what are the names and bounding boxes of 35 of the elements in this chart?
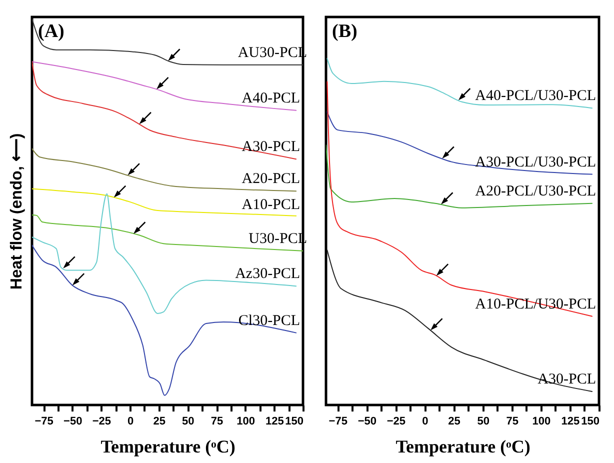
x-tick-label: 25 <box>448 416 460 428</box>
chart-title: (B) <box>332 21 358 42</box>
x-tick-label: 125 <box>265 416 284 428</box>
series-label: Cl30-PCL <box>238 312 300 329</box>
series-label: A30-PCL/U30-PCL <box>475 154 596 170</box>
x-tick-label: 150 <box>285 416 304 428</box>
x-tick-label: 75 <box>210 416 224 428</box>
series-label: A30-PCL <box>538 371 596 388</box>
series-label: A40-PCL/U30-PCL <box>475 88 596 104</box>
x-tick-label: −50 <box>64 416 82 428</box>
x-tick-label: 0 <box>422 416 428 428</box>
series-label: A20-PCL/U30-PCL <box>475 183 596 200</box>
series-label: A30-PCL <box>242 139 300 156</box>
x-tick-label: 50 <box>182 416 194 428</box>
x-tick-label: 75 <box>506 416 518 428</box>
x-tick-label: 125 <box>561 416 580 428</box>
series-label: A20-PCL <box>242 171 300 188</box>
x-tick-label: −75 <box>34 416 54 428</box>
x-tick-label: 25 <box>153 416 166 428</box>
x-tick-label: 0 <box>127 416 134 428</box>
x-tick-label: −25 <box>92 416 112 428</box>
series-label: A10-PCL <box>242 196 300 213</box>
x-tick-label: −25 <box>386 416 406 428</box>
x-tick-label: −75 <box>328 416 348 428</box>
series-label: Az30-PCL <box>235 266 300 282</box>
series-label: A40-PCL <box>242 90 300 106</box>
y-axis-title: Heat flow (endo, ⟵) <box>8 133 26 290</box>
chart-title: (A) <box>38 21 64 42</box>
x-axis-title: Temperature (ᵒC) <box>100 436 236 456</box>
x-tick-label: −50 <box>358 416 376 428</box>
x-tick-label: 100 <box>532 416 551 428</box>
x-axis-title: Temperature (ᵒC) <box>396 436 530 456</box>
x-tick-label: 150 <box>581 416 600 428</box>
x-tick-label: 100 <box>236 416 256 428</box>
x-tick-label: 50 <box>477 416 490 428</box>
